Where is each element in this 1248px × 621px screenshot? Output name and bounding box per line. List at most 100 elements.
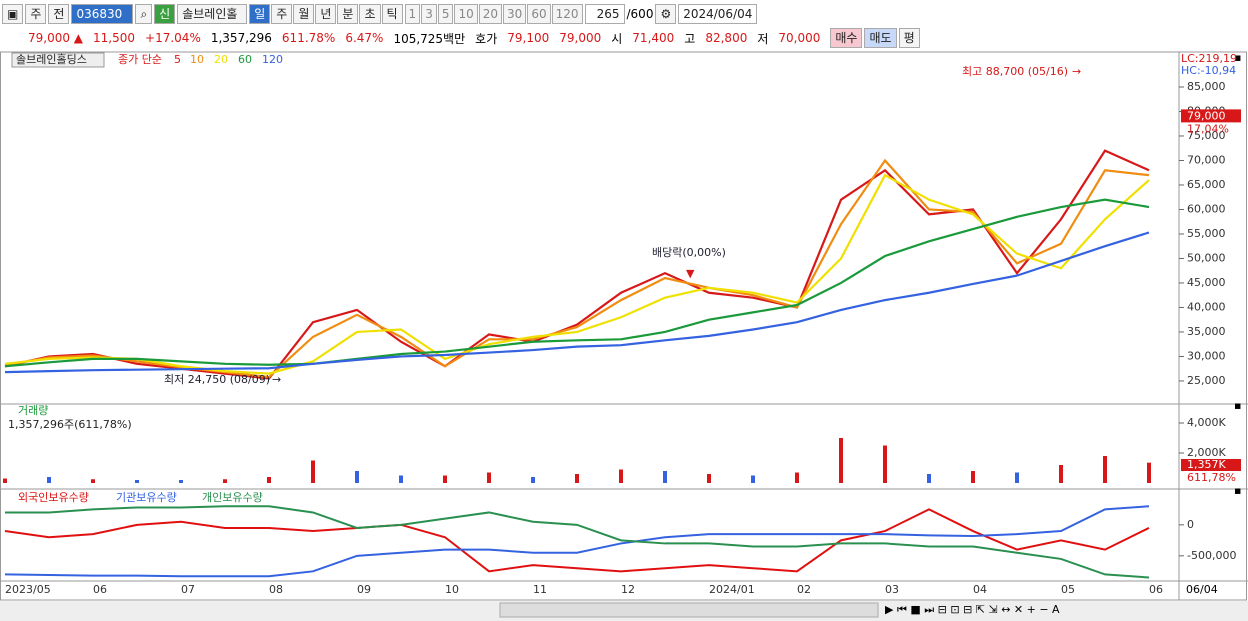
- volume-bar: [47, 477, 51, 483]
- x-tick-label: 2024/01: [709, 583, 755, 596]
- num-button[interactable]: 120: [551, 4, 583, 24]
- num-button[interactable]: 5: [437, 4, 454, 24]
- period-button[interactable]: 틱: [381, 4, 403, 24]
- volume-bar: [267, 477, 271, 483]
- nav-icons[interactable]: ▶ ⏮ ■ ⏭ ⊟ ⊡ ⊟ ⇱ ⇲ ↔ ✕ + − A: [885, 603, 1060, 616]
- scroll-thumb[interactable]: [499, 602, 879, 618]
- period-button[interactable]: 일: [249, 4, 271, 24]
- volume-bar: [751, 475, 755, 483]
- y-tick-label: 60,000: [1187, 202, 1226, 215]
- legend-item: 5: [174, 53, 181, 66]
- last-box: [1181, 109, 1241, 123]
- title-box: [11, 52, 105, 68]
- menu-icon[interactable]: ▣: [2, 4, 24, 24]
- volume-bar: [91, 479, 95, 483]
- volume-bar: [179, 480, 183, 483]
- y-tick-label: 2,000K: [1187, 446, 1226, 459]
- volume-bar: [487, 472, 491, 483]
- legend-item: 20: [214, 53, 228, 66]
- num-button[interactable]: 3: [421, 4, 437, 24]
- open-label: 시: [611, 31, 623, 46]
- volume-bar: [971, 471, 975, 483]
- y-tick-label: 65,000: [1187, 178, 1226, 191]
- panel-title: 거래량: [18, 404, 48, 417]
- high-label: 고: [684, 31, 696, 46]
- volume-bar: [399, 475, 403, 483]
- badge: 신: [154, 4, 176, 24]
- y-tick-label: 0: [1187, 518, 1194, 531]
- y-tick-label: 4,000K: [1187, 416, 1226, 429]
- legend-item: 기관보유수량: [116, 491, 177, 504]
- stock-name: 솔브레인홀: [177, 4, 248, 24]
- y-tick-label: 85,000: [1187, 80, 1226, 93]
- legend-item: 외국인보유수량: [18, 491, 89, 504]
- volume-bar: [443, 475, 447, 483]
- volume-bar: [1059, 465, 1063, 483]
- period-button[interactable]: 년: [315, 4, 337, 24]
- open: 71,400: [632, 31, 675, 45]
- date-input[interactable]: 2024/06/04: [678, 4, 758, 24]
- volume-bar: [1103, 456, 1107, 483]
- x-tick-label: 11: [533, 583, 547, 596]
- volume-bar: [795, 472, 799, 483]
- hc-label: HC:-10,94: [1181, 64, 1236, 77]
- annotation: 배당락(0,00%): [652, 246, 726, 259]
- last-pct: 611,78%: [1187, 471, 1236, 484]
- x-tick-label: 09: [357, 583, 371, 596]
- panel-button: ▪: [1234, 51, 1241, 64]
- pct: +17.04%: [145, 31, 201, 45]
- period-button[interactable]: 월: [293, 4, 315, 24]
- volume-bar: [355, 471, 359, 483]
- lc-label: LC:219,19: [1181, 52, 1237, 65]
- y-tick-label: 45,000: [1187, 276, 1226, 289]
- last-box: [1181, 459, 1241, 471]
- ask: 79,000: [559, 31, 602, 45]
- x-tick-label: 04: [973, 583, 987, 596]
- sell-button[interactable]: 매도: [864, 28, 897, 48]
- x-tick-label: 05: [1061, 583, 1075, 596]
- price: 79,000 ▲: [28, 31, 84, 45]
- last-pct: 17,04%: [1187, 122, 1229, 135]
- num-button[interactable]: 20: [478, 4, 503, 24]
- num-button[interactable]: 60: [527, 4, 551, 24]
- current-date: 06/04: [1186, 583, 1218, 596]
- type-select[interactable]: 주: [25, 4, 47, 24]
- legend-item: 10: [190, 53, 204, 66]
- ma-line: [4, 173, 1150, 375]
- count-input[interactable]: 265: [584, 4, 625, 24]
- volume-bar: [135, 480, 139, 483]
- num-button[interactable]: 1: [404, 4, 421, 24]
- y-tick-label: 70,000: [1187, 153, 1226, 166]
- high: 82,800: [705, 31, 748, 45]
- low: 70,000: [778, 31, 821, 45]
- arrow: →: [1072, 65, 1081, 78]
- period-button[interactable]: 분: [337, 4, 359, 24]
- code-input[interactable]: 036830: [71, 4, 134, 24]
- num-group: 1 3 5 10 20 30 60 120: [404, 4, 583, 24]
- low-label: 저: [757, 31, 769, 46]
- num-button[interactable]: 30: [503, 4, 527, 24]
- turnover: 6.47%: [345, 31, 384, 45]
- ma-line: [4, 231, 1150, 374]
- vol-ratio: 611.78%: [281, 31, 336, 45]
- x-tick-label: 06: [1149, 583, 1163, 596]
- volume-bar: [575, 474, 579, 483]
- buy-button[interactable]: 매수: [830, 28, 863, 48]
- x-tick-label: 12: [621, 583, 635, 596]
- info-bar: 79,000 ▲ 11,500 +17.04% 1,357,296 611.78…: [28, 28, 920, 48]
- prev-button[interactable]: 전: [48, 4, 70, 24]
- x-tick-label: 03: [885, 583, 899, 596]
- volume-bar: [531, 477, 535, 483]
- period-button[interactable]: 초: [359, 4, 381, 24]
- change: 11,500: [93, 31, 136, 45]
- tool-icon[interactable]: ⚙: [655, 4, 677, 24]
- search-icon[interactable]: ⌕: [135, 4, 153, 24]
- ma-line: [4, 198, 1150, 368]
- num-button[interactable]: 10: [454, 4, 478, 24]
- y-tick-label: 25,000: [1187, 374, 1226, 387]
- panel-button: ▪: [1234, 484, 1241, 497]
- eval-button[interactable]: 평: [898, 28, 920, 48]
- period-button[interactable]: 주: [271, 4, 293, 24]
